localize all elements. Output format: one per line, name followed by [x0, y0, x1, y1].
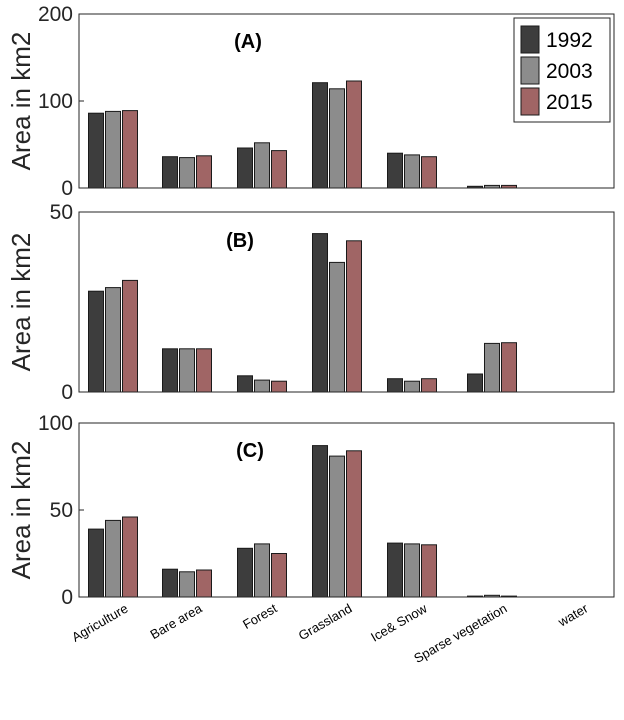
- y-tick-label: 50: [50, 499, 73, 522]
- y-tick-label: 50: [50, 201, 73, 224]
- panel-title: (B): [226, 230, 254, 252]
- bar-2003-ice-snow: [404, 380, 420, 393]
- bar-2015-ice-snow: [421, 156, 437, 189]
- bar-2015-forest: [271, 380, 287, 393]
- y-axis-label: Area in km2: [6, 233, 36, 372]
- bar-2015-bare-area: [196, 155, 212, 189]
- y-axis-label: Area in km2: [6, 441, 36, 580]
- bar-1992-sparse-vegetation: [467, 373, 483, 393]
- bar-2003-forest: [254, 142, 270, 189]
- bar-2015-bare-area: [196, 569, 212, 598]
- bar-2003-grassland: [329, 261, 345, 393]
- legend-swatch-2003: [520, 56, 540, 85]
- bar-1992-agriculture: [88, 112, 104, 189]
- bar-2015-grassland: [346, 240, 362, 393]
- legend-label-1992: 1992: [546, 29, 593, 52]
- bar-2015-agriculture: [122, 279, 138, 393]
- bar-1992-bare-area: [162, 156, 178, 189]
- bar-1992-agriculture: [88, 290, 104, 393]
- bar-2003-agriculture: [105, 110, 121, 189]
- bar-1992-grassland: [312, 445, 328, 598]
- category-label-forest: Forest: [240, 600, 280, 632]
- panel-title: (A): [234, 31, 262, 53]
- category-label-bare-area: Bare area: [148, 600, 206, 642]
- panel-b: 0 50 Area in km2 (B): [6, 201, 615, 404]
- panel-title: (C): [236, 440, 264, 462]
- bar-2003-agriculture: [105, 287, 121, 393]
- y-tick-label: 0: [61, 177, 73, 200]
- category-label-grassland: Grassland: [296, 601, 355, 644]
- category-labels: Agriculture Bare area Forest Grassland Ice& …: [69, 600, 591, 666]
- legend-swatch-2015: [520, 87, 540, 116]
- y-tick-label: 200: [38, 3, 73, 26]
- y-tick-label: 100: [38, 412, 73, 435]
- bar-2015-grassland: [346, 450, 362, 598]
- bar-1992-bare-area: [162, 348, 178, 393]
- bar-1992-forest: [237, 147, 253, 189]
- bar-2015-ice-snow: [421, 544, 437, 598]
- bar-2003-bare-area: [179, 157, 195, 189]
- bar-2015-sparse-vegetation: [501, 342, 517, 393]
- bar-2015-forest: [271, 150, 287, 189]
- category-label-ice-snow: Ice& Snow: [368, 600, 430, 644]
- bar-2003-grassland: [329, 455, 345, 598]
- legend-label-2015: 2015: [546, 91, 593, 114]
- bar-1992-ice-snow: [387, 152, 403, 189]
- bar-2003-agriculture: [105, 519, 121, 598]
- bar-1992-forest: [237, 375, 253, 393]
- legend: 1992 2003 2015: [513, 17, 611, 123]
- bar-2003-bare-area: [179, 571, 195, 598]
- y-tick-label: 100: [38, 90, 73, 113]
- bar-2003-forest: [254, 543, 270, 598]
- bar-1992-grassland: [312, 82, 328, 189]
- y-axis-label: Area in km2: [6, 32, 36, 171]
- bar-2015-ice-snow: [421, 378, 437, 393]
- bar-2015-agriculture: [122, 110, 138, 189]
- bar-2015-agriculture: [122, 516, 138, 598]
- bar-2003-bare-area: [179, 348, 195, 393]
- bar-1992-forest: [237, 547, 253, 598]
- bar-1992-grassland: [312, 233, 328, 393]
- bar-1992-agriculture: [88, 528, 104, 598]
- bar-1992-ice-snow: [387, 378, 403, 393]
- legend-label-2003: 2003: [546, 60, 593, 83]
- bar-2003-grassland: [329, 88, 345, 189]
- axes-frame: [78, 211, 615, 393]
- bar-2003-sparse-vegetation: [484, 342, 500, 393]
- category-label-water: water: [555, 600, 591, 630]
- bar-2003-ice-snow: [404, 543, 420, 598]
- y-tick-label: 0: [61, 381, 73, 404]
- bar-1992-ice-snow: [387, 542, 403, 598]
- legend-swatch-1992: [520, 25, 540, 54]
- bar-2015-forest: [271, 553, 287, 598]
- bar-2003-ice-snow: [404, 154, 420, 189]
- y-tick-label: 0: [61, 586, 73, 609]
- bar-1992-bare-area: [162, 568, 178, 598]
- bar-2015-bare-area: [196, 348, 212, 393]
- bar-2015-grassland: [346, 80, 362, 189]
- bar-2003-forest: [254, 379, 270, 393]
- category-label-agriculture: Agriculture: [69, 601, 130, 645]
